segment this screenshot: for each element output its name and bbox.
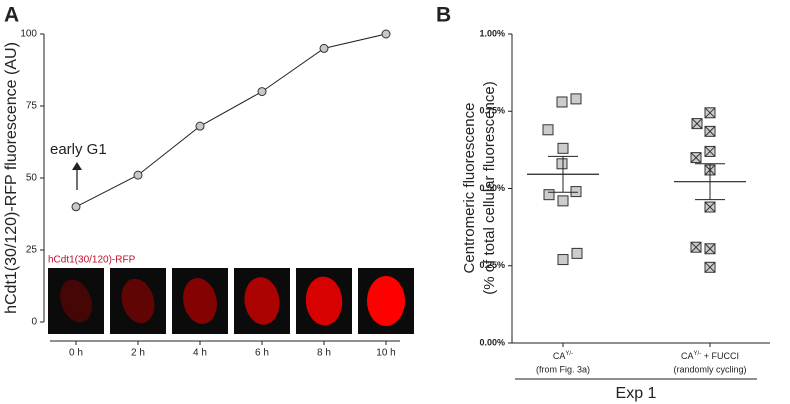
label: CA <box>681 351 694 361</box>
data-point <box>319 43 329 53</box>
data-point <box>690 241 702 253</box>
panel-letter: B <box>436 4 451 27</box>
y-axis-label: hCdt1(30/120)-RFP fluorescence (AU) <box>3 42 20 314</box>
y-axis-label: Centromeric fluorescence <box>461 103 478 274</box>
data-point <box>690 152 702 164</box>
cross <box>704 243 716 255</box>
x-tick-note: (from Fig. 3a) <box>536 364 590 374</box>
cross <box>704 125 716 137</box>
y-tick-label: 0.00% <box>479 337 505 347</box>
data-point <box>704 201 716 213</box>
x-tick-label: 10 h <box>376 348 395 359</box>
data-point <box>71 202 81 212</box>
x-tick-label: 2 h <box>131 348 145 359</box>
square <box>556 96 568 108</box>
y-tick-label: 0.75% <box>479 106 505 116</box>
y-tick-label: 75 <box>26 101 38 112</box>
panel-letter: A <box>4 4 19 27</box>
data-point <box>704 243 716 255</box>
data-point <box>133 170 143 180</box>
data-point <box>704 125 716 137</box>
superscript: Y/- <box>694 351 702 357</box>
x-tick-note: (randomly cycling) <box>673 364 746 374</box>
data-point <box>571 247 583 259</box>
x-tick-label: CAY/- <box>553 351 573 362</box>
cell-image <box>48 268 104 334</box>
x-tick-label: 6 h <box>255 348 269 359</box>
cross <box>704 261 716 273</box>
image-label: hCdt1(30/120)-RFP <box>48 255 136 266</box>
data-point <box>704 145 716 157</box>
data-point <box>704 107 716 119</box>
cross <box>704 107 716 119</box>
y-tick-label: 1.00% <box>479 28 505 38</box>
data-point <box>704 261 716 273</box>
cross <box>691 118 703 129</box>
data-point <box>257 87 267 97</box>
y-axis-label: (% of total cellular fluorescence) <box>481 81 498 294</box>
x-tick-label: 0 h <box>69 348 83 359</box>
square <box>542 124 554 136</box>
data-point <box>691 118 703 130</box>
data-point <box>556 96 568 108</box>
group-label: Exp 1 <box>616 385 657 402</box>
data-line <box>75 33 387 208</box>
data-point <box>381 29 391 39</box>
error-bar <box>548 155 578 193</box>
square <box>543 189 555 201</box>
data-point <box>570 93 582 105</box>
nucleus <box>183 278 217 324</box>
y-tick-label: 100 <box>20 29 37 40</box>
nucleus <box>244 277 280 325</box>
data-point <box>195 121 205 131</box>
error-bar <box>695 163 725 201</box>
y-tick-label: 0.25% <box>479 260 505 270</box>
nucleus <box>60 279 92 323</box>
data-point <box>557 254 569 266</box>
square <box>556 158 568 170</box>
cross <box>690 152 702 163</box>
square <box>571 247 583 259</box>
square <box>570 186 582 198</box>
annotation: early G1 <box>50 141 107 158</box>
square <box>557 142 569 154</box>
superscript: Y/- <box>565 351 573 357</box>
square <box>557 254 569 266</box>
y-tick-label: 50 <box>26 173 38 184</box>
cross <box>690 241 702 253</box>
label: CA <box>553 351 566 361</box>
data-point <box>542 124 554 136</box>
cross <box>704 201 716 213</box>
nucleus <box>367 276 405 326</box>
data-point <box>556 158 568 170</box>
data-point <box>557 142 569 154</box>
cross <box>704 146 716 157</box>
data-point <box>570 186 582 198</box>
arrow-head <box>72 162 82 170</box>
nucleus <box>305 276 343 326</box>
nucleus <box>121 278 155 324</box>
y-tick-label: 25 <box>26 245 38 256</box>
square <box>570 93 582 105</box>
x-tick-label: 8 h <box>317 348 331 359</box>
y-tick-label: 0.50% <box>479 183 505 193</box>
data-point <box>543 189 555 201</box>
square <box>557 195 569 207</box>
x-tick-label: CAY/- + FUCCI <box>681 351 739 362</box>
y-tick-label: 0 <box>31 317 37 328</box>
data-point <box>557 195 569 207</box>
label: + FUCCI <box>701 351 739 361</box>
x-tick-label: 4 h <box>193 348 207 359</box>
